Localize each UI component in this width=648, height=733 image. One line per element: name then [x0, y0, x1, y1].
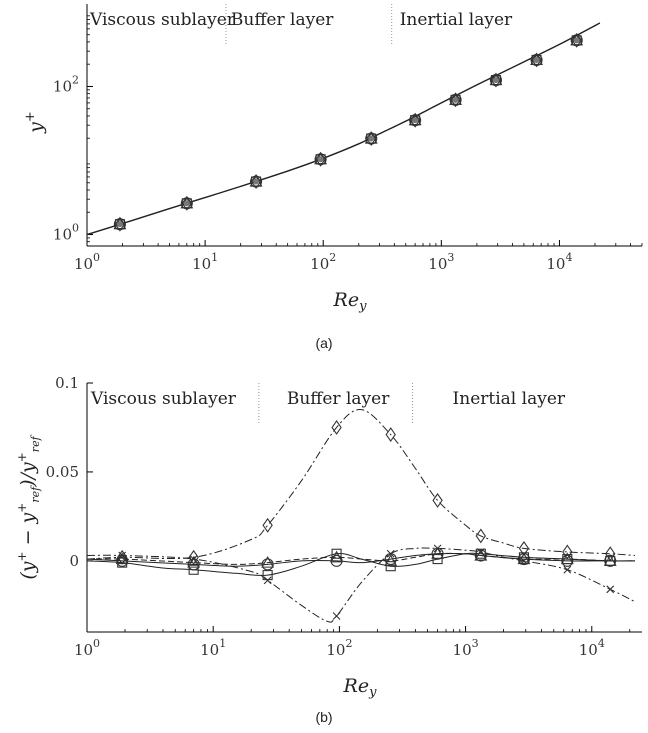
- y-tick-label: 0.05: [46, 463, 79, 481]
- x-tick-label: 101: [192, 251, 218, 273]
- data-point: [450, 92, 461, 108]
- data-point: [384, 554, 398, 566]
- x-tick-label: 100: [74, 251, 100, 273]
- data-point: [263, 576, 272, 585]
- data-point: [262, 517, 273, 533]
- data-point: [385, 561, 396, 572]
- data-point: [561, 554, 574, 567]
- panel-b-axes: [86, 383, 642, 633]
- panel-b: 100 101 102 103 104 0.1 0.05 0 Viscous sublayer…: [15, 374, 642, 725]
- y-tick-label: 0: [69, 552, 79, 570]
- data-point: [331, 419, 342, 435]
- caption-a: (a): [315, 335, 332, 351]
- data-point: [366, 131, 377, 147]
- data-point: [262, 570, 273, 581]
- panel-a-region-dividers: [225, 4, 393, 46]
- data-point: [562, 544, 573, 560]
- data-point: [187, 555, 201, 568]
- data-point: [475, 528, 486, 544]
- data-point: [181, 195, 192, 211]
- x-tick-label: 100: [74, 637, 100, 659]
- data-point: [409, 112, 421, 128]
- panel-a-ylabel: y+: [23, 111, 47, 134]
- data-point: [385, 427, 396, 443]
- region-label: Buffer layer: [231, 10, 334, 30]
- x-tick-label: 102: [310, 251, 336, 273]
- data-point: [368, 135, 375, 142]
- y-tick-label: 102: [53, 73, 79, 95]
- data-point: [183, 200, 190, 207]
- data-point: [315, 151, 326, 167]
- data-point: [384, 553, 397, 566]
- data-point: [452, 96, 459, 103]
- series-line-diamond: [86, 409, 636, 560]
- panel-b-ticks: 100 101 102 103 104 0.1 0.05 0: [46, 374, 631, 659]
- data-point: [432, 492, 443, 508]
- data-point: [518, 540, 530, 556]
- x-tick-label: 103: [428, 251, 454, 273]
- y-tick-label: 100: [53, 222, 79, 244]
- panel-b-plot: [86, 409, 636, 623]
- data-point: [116, 221, 123, 228]
- data-point: [560, 552, 574, 565]
- panel-b-region-dividers: [258, 383, 414, 425]
- data-point: [603, 554, 617, 566]
- data-point: [490, 72, 502, 88]
- panel-a-plot: [86, 22, 601, 236]
- series-line-square: [86, 552, 635, 576]
- series-line-circle: [86, 553, 635, 567]
- data-point: [116, 554, 129, 567]
- panel-b-region-labels: Viscous sublayer Buffer layer Inertial lay…: [90, 389, 566, 409]
- series-line-triangle: [86, 552, 635, 565]
- panel-a-ticks: 100 101 102 103 104 100 102: [53, 15, 643, 273]
- data-point: [533, 56, 540, 63]
- x-tick-label: 104: [579, 637, 605, 659]
- x-tick-label: 104: [546, 251, 572, 273]
- region-label: Buffer layer: [287, 389, 390, 409]
- x-tick-label: 103: [453, 637, 479, 659]
- region-label: Viscous sublayer: [89, 10, 236, 30]
- panel-a-axes: [86, 4, 642, 247]
- data-point: [431, 547, 445, 559]
- series-line: [86, 22, 601, 236]
- caption-b: (b): [315, 709, 332, 725]
- data-point: [317, 156, 324, 163]
- data-point: [531, 52, 542, 68]
- data-point: [412, 117, 419, 124]
- x-tick-label: 101: [200, 637, 226, 659]
- data-point: [332, 612, 341, 620]
- data-point: [187, 558, 200, 571]
- panel-a: 100 101 102 103 104 100 102 Viscous sublayerBu…: [23, 4, 643, 351]
- data-point: [330, 550, 344, 563]
- panel-a-xlabel: Rey: [333, 289, 368, 314]
- data-point: [474, 548, 488, 561]
- data-point: [253, 178, 260, 185]
- data-point: [188, 549, 199, 565]
- data-point: [331, 548, 342, 559]
- region-label: Inertial layer: [453, 389, 566, 409]
- region-label: Viscous sublayer: [90, 389, 237, 409]
- data-point: [261, 555, 275, 568]
- data-point: [188, 564, 199, 575]
- data-point: [605, 546, 616, 562]
- data-point: [261, 558, 274, 571]
- data-point: [115, 552, 129, 565]
- panel-b-ylabel: (y+ − y+ref)/y+ref: [15, 434, 42, 579]
- region-label: Inertial layer: [400, 10, 513, 30]
- data-point: [114, 216, 126, 232]
- series-line: [86, 22, 601, 236]
- panel-b-xlabel: Rey: [343, 675, 378, 700]
- data-point: [571, 32, 582, 48]
- data-point: [573, 37, 580, 44]
- x-tick-label: 102: [326, 637, 352, 659]
- data-point: [492, 77, 499, 84]
- data-point: [563, 565, 572, 574]
- data-point: [250, 174, 262, 189]
- data-point: [432, 554, 443, 565]
- data-point: [517, 552, 531, 565]
- y-tick-label: 0.1: [55, 374, 79, 392]
- data-point: [606, 585, 615, 594]
